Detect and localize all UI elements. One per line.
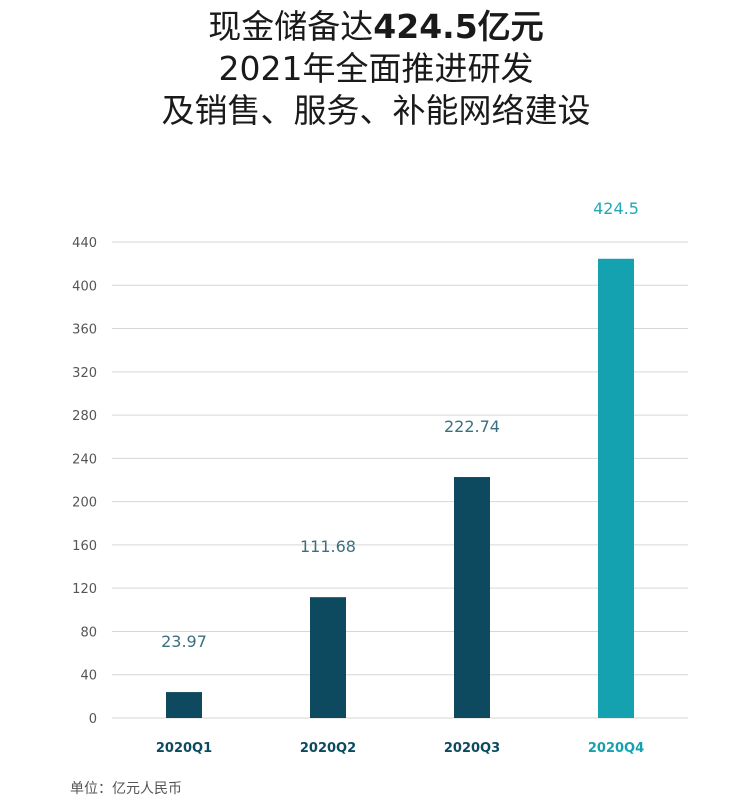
y-tick-label: 440 <box>72 236 97 251</box>
bar <box>310 597 346 718</box>
title-line-2: 2021年全面推进研发 <box>218 49 534 88</box>
y-tick-label: 120 <box>72 582 97 597</box>
data-label: 23.97 <box>161 632 207 651</box>
title-line-1-prefix: 现金储备达 <box>208 7 374 46</box>
unit-note: 单位：亿元人民币 <box>70 781 182 797</box>
x-tick-label: 2020Q3 <box>444 741 500 756</box>
x-tick-label: 2020Q1 <box>156 741 212 756</box>
y-tick-label: 280 <box>72 409 97 424</box>
y-tick-label: 200 <box>72 496 97 511</box>
bar <box>598 258 634 718</box>
x-tick-label: 2020Q4 <box>588 741 644 756</box>
y-tick-label: 360 <box>72 323 97 338</box>
chart-title: 现金储备达424.5亿元 2021年全面推进研发 及销售、服务、补能网络建设 <box>0 6 752 132</box>
bar <box>166 692 202 718</box>
title-line-1-highlight: 424.5亿元 <box>373 7 544 46</box>
title-line-3: 及销售、服务、补能网络建设 <box>161 91 591 130</box>
bar <box>454 477 490 718</box>
y-tick-label: 400 <box>72 279 97 294</box>
y-tick-label: 0 <box>89 712 97 727</box>
y-tick-label: 40 <box>80 669 97 684</box>
y-tick-label: 240 <box>72 452 97 467</box>
data-label: 222.74 <box>444 417 500 436</box>
y-tick-label: 320 <box>72 366 97 381</box>
x-tick-label: 2020Q2 <box>300 741 356 756</box>
data-label: 111.68 <box>300 537 356 556</box>
title-line-1: 现金储备达424.5亿元 <box>0 6 752 48</box>
y-tick-label: 160 <box>72 539 97 554</box>
data-label: 424.5 <box>593 199 639 218</box>
y-tick-label: 80 <box>80 625 97 640</box>
